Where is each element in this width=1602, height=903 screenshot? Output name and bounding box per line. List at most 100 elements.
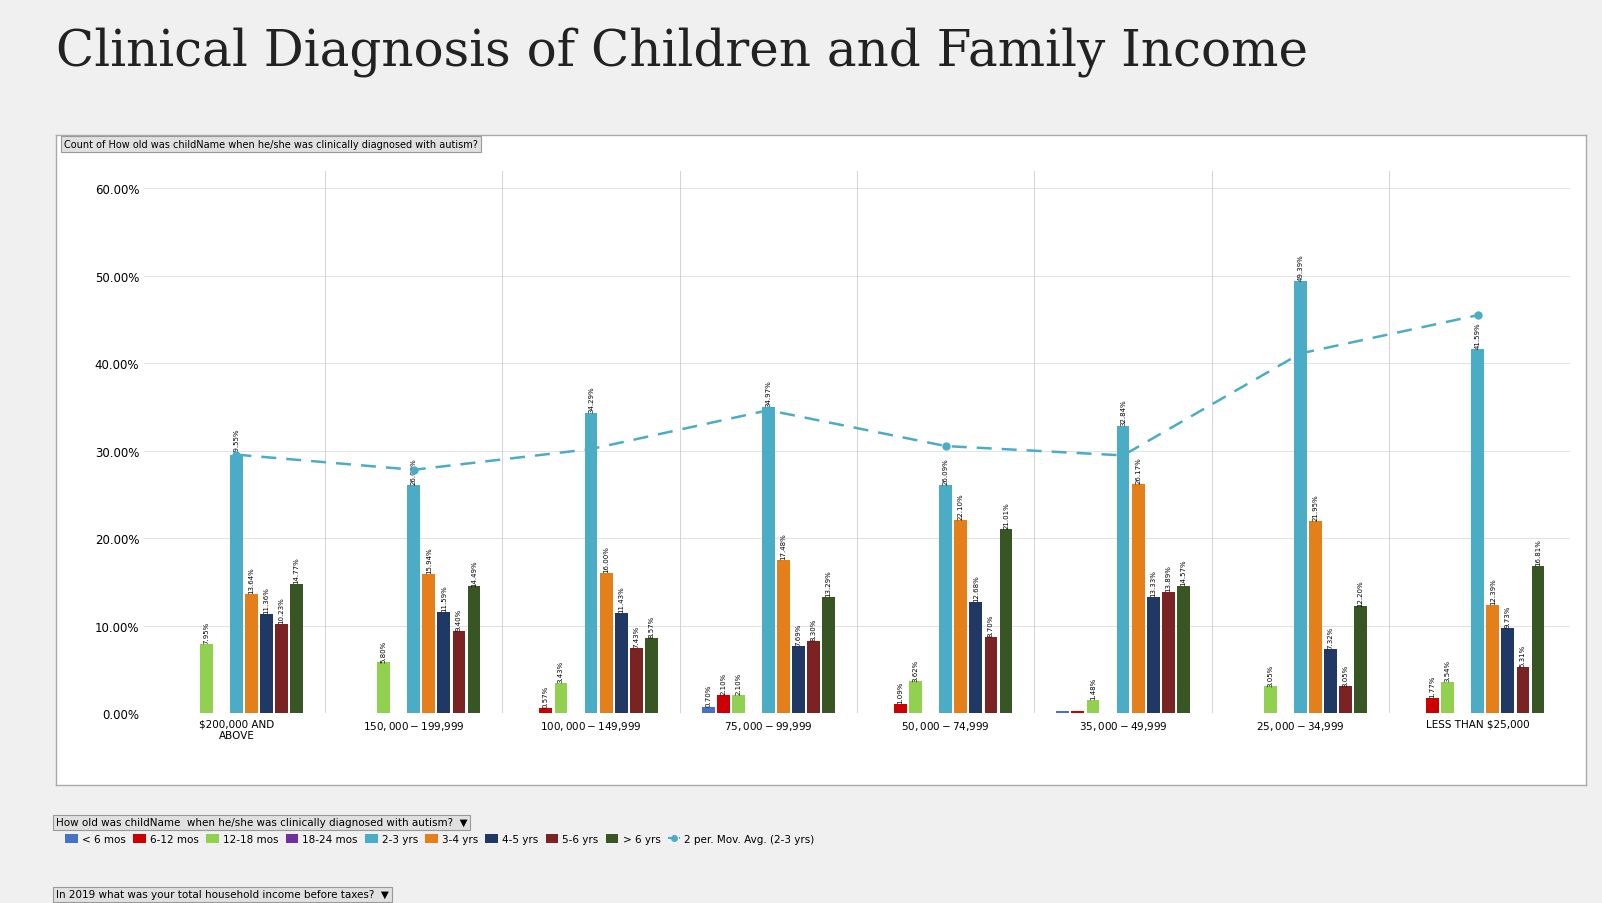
Text: 14.49%: 14.49%: [471, 559, 477, 586]
Text: 0.70%: 0.70%: [705, 684, 711, 706]
Bar: [1309, 522, 1322, 713]
Text: 21.95%: 21.95%: [1312, 494, 1318, 521]
Text: 9.40%: 9.40%: [457, 608, 461, 630]
Text: 2.10%: 2.10%: [735, 672, 742, 694]
Text: 5.31%: 5.31%: [1520, 644, 1527, 666]
Text: 22.10%: 22.10%: [958, 493, 964, 519]
Text: Count of How old was childName when he/she was clinically diagnosed with autism?: Count of How old was childName when he/s…: [64, 140, 477, 150]
Bar: [599, 573, 612, 713]
Bar: [1086, 701, 1099, 713]
Text: 0.57%: 0.57%: [543, 685, 549, 708]
Bar: [910, 682, 923, 713]
Text: 1.09%: 1.09%: [897, 681, 904, 703]
Text: 41.59%: 41.59%: [1475, 322, 1480, 349]
Bar: [985, 638, 998, 713]
Bar: [822, 597, 835, 713]
Bar: [276, 624, 288, 713]
Text: 32.84%: 32.84%: [1120, 399, 1126, 425]
Text: 29.55%: 29.55%: [234, 428, 239, 454]
Text: 12.68%: 12.68%: [972, 575, 979, 601]
Legend: < 6 mos, 6-12 mos, 12-18 mos, 18-24 mos, 2-3 yrs, 3-4 yrs, 4-5 yrs, 5-6 yrs, > 6: < 6 mos, 6-12 mos, 12-18 mos, 18-24 mos,…: [61, 830, 819, 848]
Bar: [630, 648, 642, 713]
Text: 8.57%: 8.57%: [649, 615, 654, 638]
Text: 11.36%: 11.36%: [264, 586, 269, 613]
Bar: [1117, 426, 1129, 713]
Bar: [1264, 686, 1277, 713]
Bar: [1131, 485, 1144, 713]
Text: 3.62%: 3.62%: [913, 658, 918, 681]
Bar: [1354, 607, 1367, 713]
Text: 5.80%: 5.80%: [381, 639, 386, 662]
Text: 21.01%: 21.01%: [1003, 502, 1009, 529]
Text: 26.17%: 26.17%: [1136, 457, 1141, 484]
Text: 1.48%: 1.48%: [1089, 677, 1096, 700]
Bar: [245, 594, 258, 713]
Text: 10.23%: 10.23%: [279, 596, 285, 623]
Text: 11.59%: 11.59%: [441, 584, 447, 611]
Text: 1.77%: 1.77%: [1429, 675, 1435, 697]
Text: 7.95%: 7.95%: [203, 620, 210, 643]
Text: 7.43%: 7.43%: [633, 626, 639, 647]
Bar: [1532, 566, 1544, 713]
Text: 26.09%: 26.09%: [942, 458, 948, 485]
Bar: [423, 574, 436, 713]
Text: 7.69%: 7.69%: [796, 623, 801, 646]
Text: 49.39%: 49.39%: [1298, 254, 1304, 281]
Bar: [939, 486, 952, 713]
Text: 14.57%: 14.57%: [1181, 559, 1187, 585]
Text: 15.94%: 15.94%: [426, 546, 433, 573]
Bar: [1147, 597, 1160, 713]
Bar: [1325, 649, 1338, 713]
Text: 34.97%: 34.97%: [766, 380, 772, 407]
Bar: [807, 641, 820, 713]
Text: 13.29%: 13.29%: [825, 570, 831, 596]
Bar: [763, 408, 775, 713]
Text: 26.09%: 26.09%: [410, 458, 417, 485]
Bar: [1056, 712, 1069, 713]
Bar: [452, 631, 465, 713]
Bar: [1177, 586, 1190, 713]
Bar: [646, 638, 658, 713]
Bar: [1501, 628, 1514, 713]
Text: 3.05%: 3.05%: [1342, 664, 1349, 686]
Bar: [1487, 605, 1499, 713]
Bar: [231, 455, 244, 713]
Text: 13.33%: 13.33%: [1150, 569, 1157, 596]
Bar: [716, 695, 729, 713]
Bar: [540, 708, 553, 713]
Bar: [894, 703, 907, 713]
Text: 8.70%: 8.70%: [988, 614, 993, 637]
Text: 14.77%: 14.77%: [293, 557, 300, 583]
Bar: [554, 684, 567, 713]
Text: 16.00%: 16.00%: [602, 545, 609, 573]
Bar: [290, 584, 303, 713]
Bar: [585, 414, 598, 713]
Bar: [777, 561, 790, 713]
Bar: [1339, 686, 1352, 713]
Bar: [1471, 350, 1483, 713]
Text: 16.81%: 16.81%: [1535, 539, 1541, 565]
Text: 12.20%: 12.20%: [1358, 580, 1363, 606]
Text: Clinical Diagnosis of Children and Family Income: Clinical Diagnosis of Children and Famil…: [56, 27, 1309, 77]
Bar: [1161, 592, 1174, 713]
Text: 11.43%: 11.43%: [618, 586, 625, 612]
Text: 17.48%: 17.48%: [780, 533, 787, 560]
Text: 8.30%: 8.30%: [811, 618, 817, 640]
Text: In 2019 what was your total household income before taxes?  ▼: In 2019 what was your total household in…: [56, 889, 389, 899]
Bar: [955, 520, 968, 713]
Bar: [468, 587, 481, 713]
Bar: [200, 644, 213, 713]
Bar: [615, 613, 628, 713]
Text: 13.64%: 13.64%: [248, 566, 255, 593]
Bar: [1517, 667, 1530, 713]
Text: 13.89%: 13.89%: [1165, 564, 1171, 591]
Text: 3.54%: 3.54%: [1445, 659, 1450, 682]
Bar: [260, 614, 272, 713]
Bar: [437, 612, 450, 713]
Text: 7.32%: 7.32%: [1328, 627, 1333, 648]
Text: How old was childName  when he/she was clinically diagnosed with autism?  ▼: How old was childName when he/she was cl…: [56, 817, 468, 827]
Bar: [969, 602, 982, 713]
Bar: [732, 695, 745, 713]
Bar: [702, 707, 714, 713]
Text: 34.29%: 34.29%: [588, 386, 594, 413]
